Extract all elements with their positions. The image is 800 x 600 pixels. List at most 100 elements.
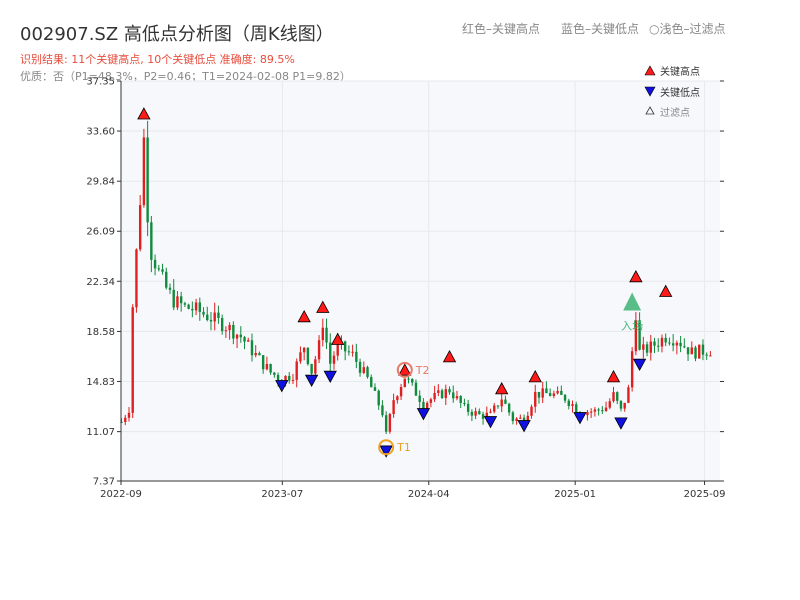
t2-label: T2 [415,364,430,377]
candle-body [370,377,373,388]
candle-body [232,324,235,339]
candle-body [131,307,134,413]
legend-high-icon [644,65,656,76]
result-summary: 识别结果: 11个关键高点, 10个关键低点 准确度: 89.5% [20,53,295,66]
candle-body [288,375,291,381]
candle-body [515,418,518,422]
candle-body [399,387,403,397]
axes: 7.37 11.07 14.83 18.58 22.34 26.09 29.84 33.60 3… [86,77,725,501]
y-tick-label: 18.58 [86,327,115,338]
candle-body [411,379,414,383]
key-low-marker [632,358,647,372]
y-tick-label: 11.07 [86,427,115,438]
candles [120,120,712,435]
key-high-marker [398,363,412,376]
candle-body [686,347,690,355]
key-low-marker [275,380,289,393]
candle-body [657,345,660,347]
candle-body [384,415,388,432]
candle-body [642,344,645,350]
candle-body [194,302,198,311]
candle-body [537,391,541,398]
hint-blue-low: 蓝色–关键低点 [561,22,640,36]
candle-body [448,389,451,393]
y-tick-label: 26.09 [86,227,115,238]
x-tick-label: 2025-09 [684,489,726,500]
candle-body [261,355,265,370]
candle-body [679,342,682,347]
key-high-marker [316,300,330,313]
candle-body [608,401,611,408]
candle-body [455,396,459,399]
candle-body [500,399,503,407]
candle-body [671,343,675,346]
candle-body [701,344,705,355]
candle-body [567,400,570,406]
x-tick-label: 2024-04 [408,489,450,500]
candle-body [690,347,693,355]
candle-body [418,395,421,402]
candle-body [291,379,295,381]
candle-body [265,364,269,370]
y-tick-label: 14.83 [86,377,115,388]
annotations: T1 T2 入场 [378,292,643,456]
candle-body [444,389,447,399]
key-high-marker [297,309,311,323]
candle-body [347,351,351,353]
key-high-marker [442,350,457,363]
candle-body [239,334,242,338]
candle-body [560,390,563,395]
candle-body [310,364,313,374]
candle-body [153,259,157,269]
candle-body [452,392,455,399]
candle-body [198,302,202,312]
hint-light-filtered: ○浅色–过滤点 [649,22,726,36]
key-high-marker [495,382,509,395]
y-tick-label: 37.35 [86,77,115,88]
candle-body [220,318,224,332]
quality-summary: 优质：否（P1=48.3%，P2=0.46；T1=2024-02-08 P1=9… [20,70,351,83]
key-high-marker [659,284,673,297]
candle-body [388,414,392,432]
key-low-marker [416,408,431,421]
candle-body [325,327,328,343]
candle-body [504,399,507,404]
candle-body [381,405,384,416]
candle-body [541,388,544,398]
candle-body [224,330,228,332]
y-tick-label: 33.60 [86,127,115,138]
candle-body [466,403,470,412]
key-low-marker [517,420,531,433]
candle-body [120,421,123,423]
candle-body [463,402,466,404]
candle-body [317,340,321,360]
candle-body [343,341,347,352]
candle-body [329,342,332,364]
key-high-marker [629,269,643,283]
t2-circle [396,361,413,378]
key-point-markers [137,107,673,458]
legend-low-icon [644,86,656,97]
candle-body [485,412,488,419]
candle-body [302,347,306,353]
candle-body [306,347,310,365]
candle-body [534,391,537,407]
candle-body [556,390,559,394]
candle-body [228,324,231,331]
candle-body [481,414,485,419]
t1-label: T1 [396,441,411,454]
candle-body [563,394,567,401]
x-tick-label: 2025-01 [554,489,596,500]
key-low-marker [304,374,319,388]
key-low-marker [573,412,587,425]
candle-body [493,405,496,412]
candle-body [165,271,168,288]
candle-body [519,417,522,419]
candle-body [187,304,190,309]
candle-body [295,361,298,380]
candle-body [254,353,257,356]
legend-filtered-label: 过滤点 [660,106,690,119]
candle-body [422,401,425,409]
candle-body [269,364,272,373]
